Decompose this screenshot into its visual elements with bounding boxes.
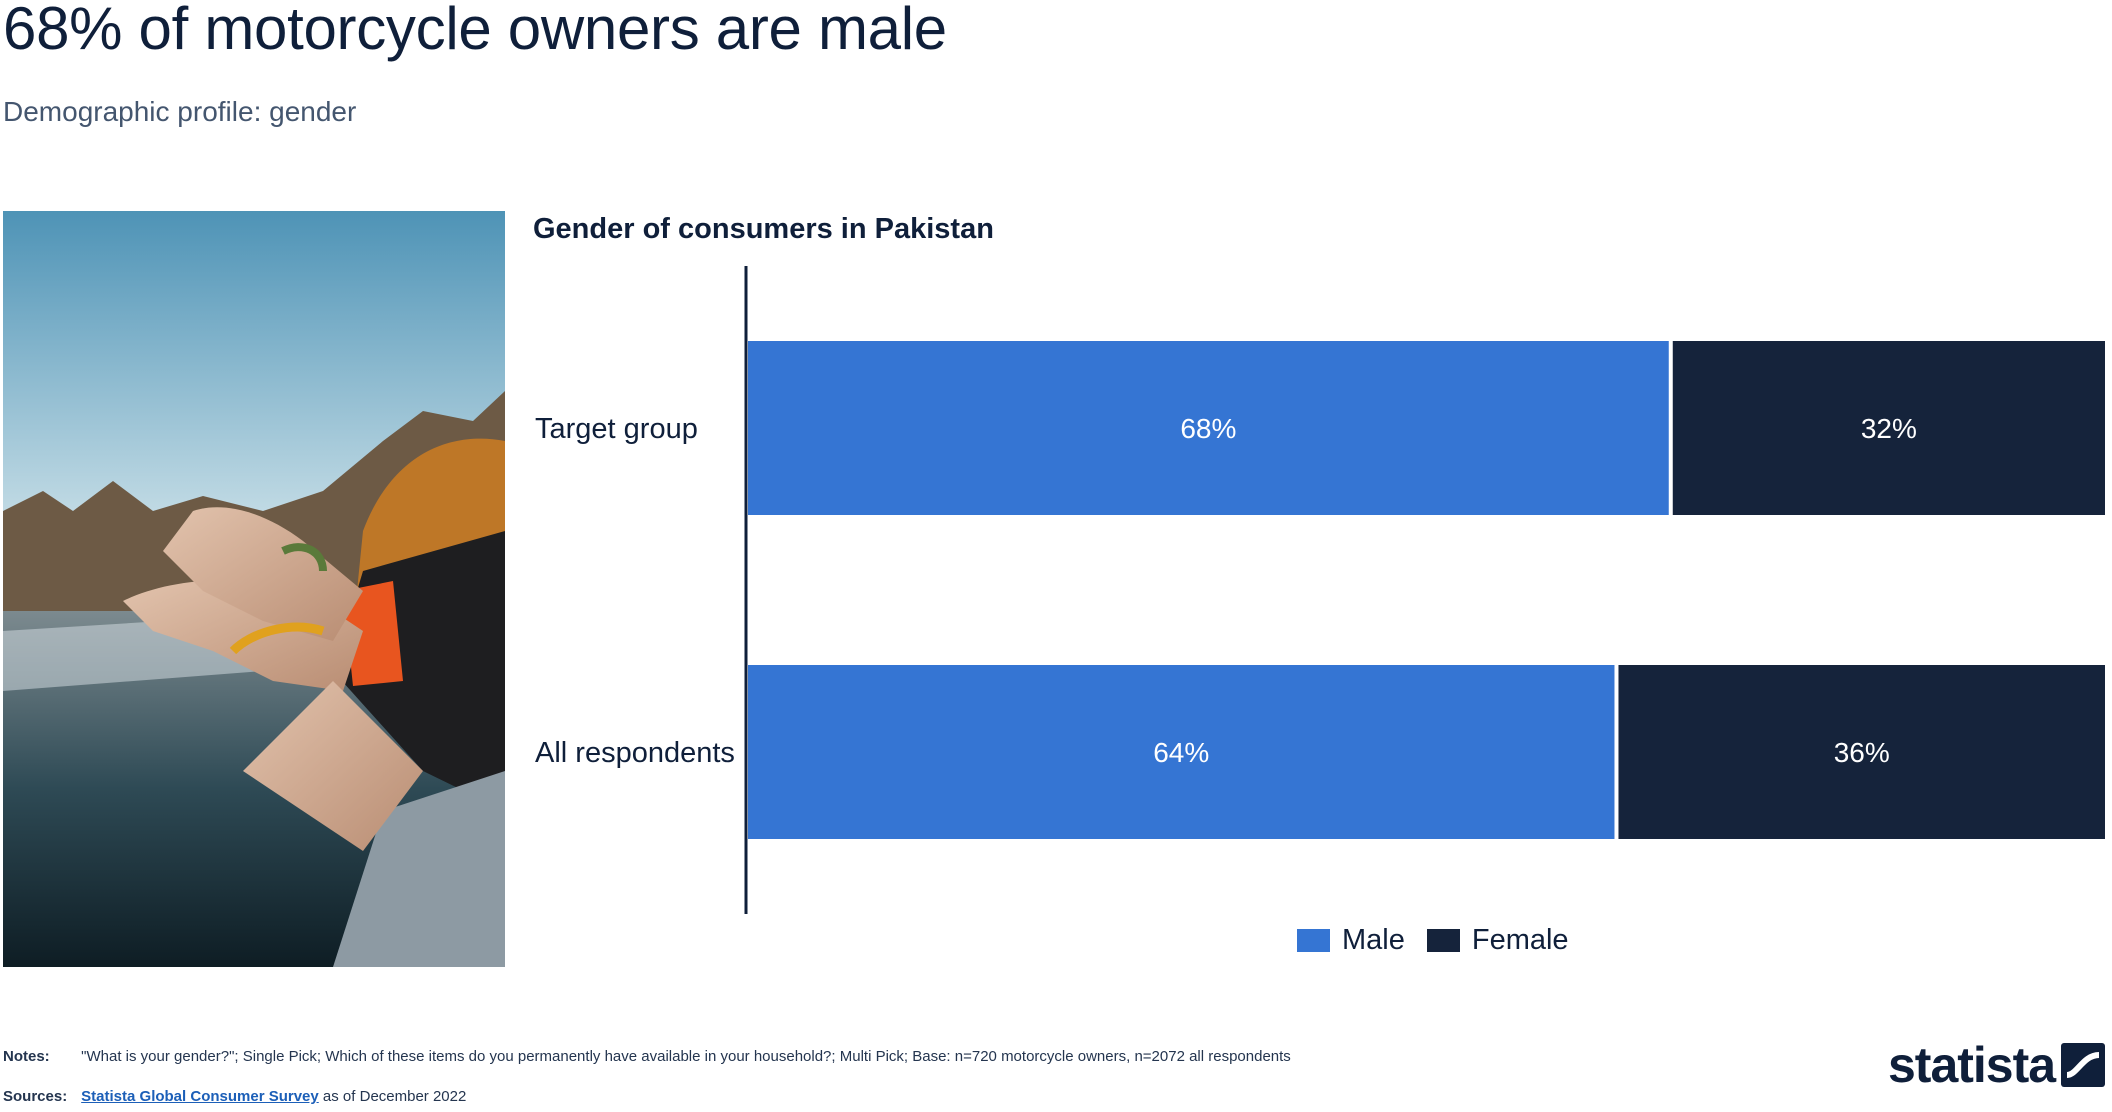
chart-title: Gender of consumers in Pakistan [533, 213, 994, 245]
bars-group: 68% 32% 64% 36% [748, 341, 2105, 839]
data-label: 36% [1834, 737, 1890, 768]
source-suffix: as of December 2022 [322, 1088, 467, 1105]
statista-logo-icon [2061, 1043, 2106, 1087]
page-subtitle: Demographic profile: gender [3, 96, 357, 127]
data-label: 32% [1861, 413, 1917, 444]
hands-photo [3, 211, 505, 967]
data-label: 64% [1153, 737, 1209, 768]
logo-wordmark: statista [1888, 1037, 2056, 1093]
source-link[interactable]: Statista Global Consumer Survey [81, 1088, 319, 1105]
legend-swatch-female [1426, 929, 1460, 952]
notes: Notes: "What is your gender?"; Single Pi… [3, 1048, 1291, 1065]
bar-segment-female [1672, 341, 2105, 515]
notes-text: "What is your gender?"; Single Pick; Whi… [81, 1048, 1291, 1065]
page-title: 68% of motorcycle owners are male [3, 0, 947, 62]
category-labels-group: Target group All respondents [535, 413, 735, 769]
statista-logo: statista [1888, 1036, 2106, 1094]
bar-segment-male [748, 341, 1669, 515]
sources: Sources: Statista Global Consumer Survey… [3, 1088, 466, 1105]
legend-label-female: Female [1471, 924, 1569, 956]
legend-item-male: Male [1297, 924, 1405, 957]
legend-swatch-male [1297, 929, 1330, 952]
sources-label: Sources: [3, 1088, 68, 1105]
bar-segment-female [1618, 665, 2105, 839]
stacked-bar-chart: 68% 32% 64% 36% Target group All respondents [535, 266, 2105, 914]
bar-segment-male [748, 665, 1615, 839]
category-label: Target group [535, 413, 698, 445]
data-label: 68% [1180, 413, 1236, 444]
legend: Male Female [1297, 924, 1591, 957]
category-label: All respondents [535, 737, 735, 769]
legend-item-female: Female [1426, 924, 1569, 957]
notes-label: Notes: [3, 1048, 50, 1065]
legend-label-male: Male [1342, 924, 1405, 956]
